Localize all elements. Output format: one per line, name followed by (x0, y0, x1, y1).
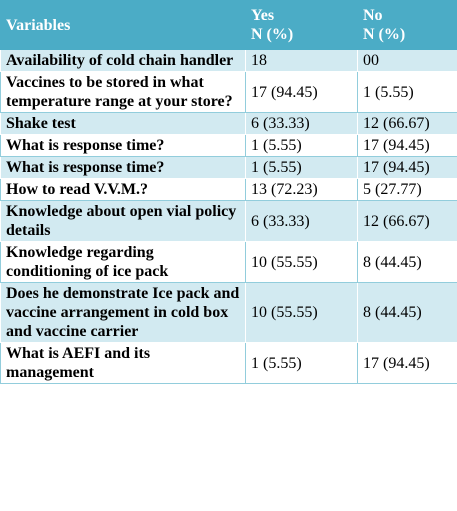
variable-cell: What is response time? (0, 134, 246, 157)
table-row: Vaccines to be stored in what temperatur… (0, 71, 457, 113)
variable-cell: Does he demonstrate Ice pack and vaccine… (0, 282, 246, 343)
value-cell: 12 (66.67) (357, 200, 457, 242)
table-row: What is response time? 1 (5.55) 17 (94.45) (0, 156, 457, 179)
variable-cell: What is AEFI and its management (0, 342, 246, 384)
table-row: Knowledge regarding conditioning of ice … (0, 241, 457, 283)
table-row: Availability of cold chain handler 18 00 (0, 49, 457, 72)
variable-cell: Availability of cold chain handler (0, 49, 246, 72)
variable-cell: How to read V.V.M.? (0, 178, 246, 201)
header-cell: No N (%) (357, 0, 457, 50)
header-row: Variables Yes N (%) No N (%) (0, 0, 457, 50)
header-text: N (%) (251, 26, 294, 43)
table-row: What is response time? 1 (5.55) 17 (94.45) (0, 134, 457, 157)
value-cell: 1 (5.55) (245, 156, 358, 179)
value-cell: 18 (245, 49, 358, 72)
variable-cell: Knowledge about open vial policy details (0, 200, 246, 242)
value-cell: 6 (33.33) (245, 200, 358, 242)
variable-cell: Knowledge regarding conditioning of ice … (0, 241, 246, 283)
data-table: Variables Yes N (%) No N (%) Availability of… (0, 0, 457, 384)
header-cell: Yes N (%) (245, 0, 358, 50)
table-row: Shake test 6 (33.33) 12 (66.67) (0, 112, 457, 135)
value-cell: 5 (27.77) (357, 178, 457, 201)
value-cell: 17 (94.45) (357, 342, 457, 384)
variable-cell: What is response time? (0, 156, 246, 179)
variable-cell: Vaccines to be stored in what temperatur… (0, 71, 246, 113)
value-cell: 12 (66.67) (357, 112, 457, 135)
table-row: Does he demonstrate Ice pack and vaccine… (0, 282, 457, 343)
table-row: Knowledge about open vial policy details… (0, 200, 457, 242)
header-text: Yes (251, 7, 275, 24)
header-text: Variables (6, 16, 71, 34)
value-cell: 17 (94.45) (245, 71, 358, 113)
header-text: No (363, 7, 383, 24)
header-cell: Variables (0, 0, 246, 50)
value-cell: 8 (44.45) (357, 282, 457, 343)
header-text: N (%) (363, 26, 406, 43)
value-cell: 13 (72.23) (245, 178, 358, 201)
value-cell: 17 (94.45) (357, 134, 457, 157)
table-row: What is AEFI and its management 1 (5.55) 1… (0, 342, 457, 384)
value-cell: 8 (44.45) (357, 241, 457, 283)
value-cell: 17 (94.45) (357, 156, 457, 179)
value-cell: 1 (5.55) (245, 342, 358, 384)
variable-cell: Shake test (0, 112, 246, 135)
value-cell: 10 (55.55) (245, 282, 358, 343)
value-cell: 00 (357, 49, 457, 72)
value-cell: 1 (5.55) (245, 134, 358, 157)
value-cell: 1 (5.55) (357, 71, 457, 113)
value-cell: 10 (55.55) (245, 241, 358, 283)
value-cell: 6 (33.33) (245, 112, 358, 135)
table-row: How to read V.V.M.? 13 (72.23) 5 (27.77) (0, 178, 457, 201)
